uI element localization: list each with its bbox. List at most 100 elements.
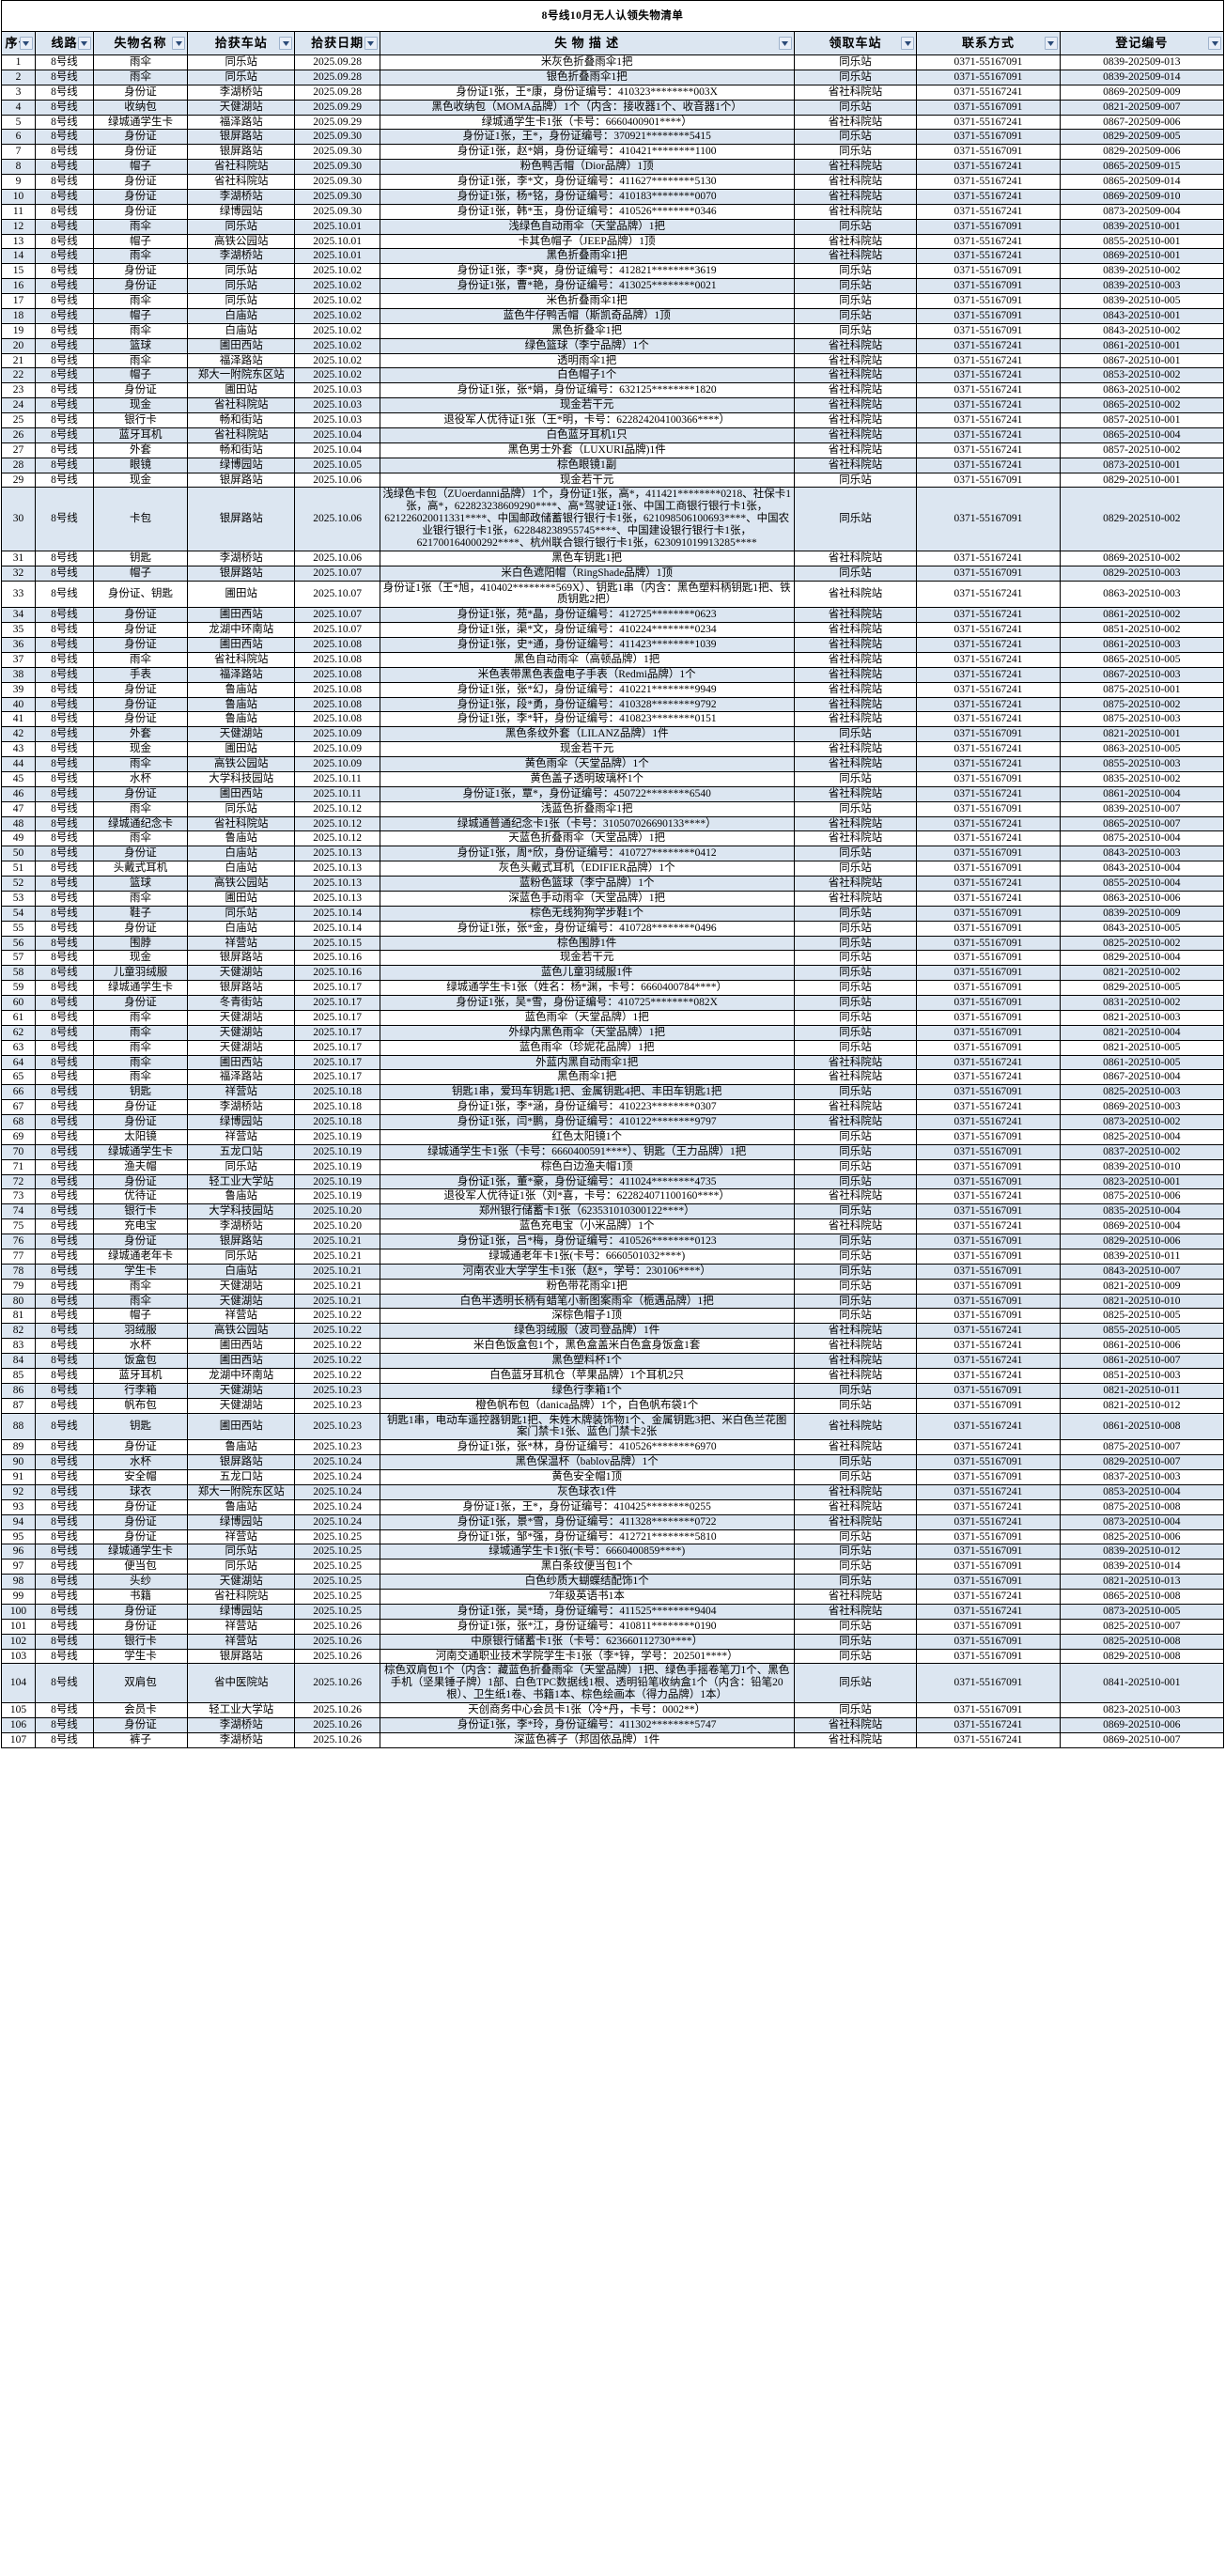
cell-name[interactable]: 绿城通老年卡 [92,1248,189,1265]
cell-found[interactable]: 李湖桥站 [187,1218,296,1234]
cell-claim[interactable]: 省社科院站 [793,890,918,907]
cell-reg[interactable]: 0823-202510-003 [1059,1702,1225,1718]
cell-reg[interactable]: 0863-202510-003 [1059,580,1225,609]
cell-desc[interactable]: 蓝色雨伞（天堂品牌）1把 [379,1009,795,1026]
cell-name[interactable]: 雨伞 [92,890,189,907]
cell-desc[interactable]: 透明雨伞1把 [379,352,795,369]
cell-claim[interactable]: 省社科院站 [793,442,918,458]
cell-seq[interactable]: 24 [1,397,36,413]
cell-date[interactable]: 2025.10.05 [294,457,380,473]
cell-line[interactable]: 8号线 [34,1716,94,1733]
table-row[interactable]: 49 8号线 雨伞 鲁庙站 2025.10.12 天蓝色折叠雨伞（天堂品牌）1把 省社科院站… [1,830,1225,847]
table-row[interactable]: 11 8号线 身份证 绿博园站 2025.09.30 身份证1张，韩*玉，身份证编号：41… [1,203,1225,220]
cell-seq[interactable]: 70 [1,1143,36,1160]
cell-found[interactable]: 天健湖站 [187,1574,296,1590]
cell-claim[interactable]: 省社科院站 [793,412,918,428]
cell-date[interactable]: 2025.10.07 [294,580,380,609]
cell-desc[interactable]: 身份证1张，韩*玉，身份证编号：410526********0346 [379,203,795,220]
cell-reg[interactable]: 0857-202510-002 [1059,442,1225,458]
cell-desc[interactable]: 身份证1张，曹*艳，身份证编号：413025********0021 [379,278,795,294]
cell-found[interactable]: 李湖桥站 [187,1716,296,1733]
cell-date[interactable]: 2025.10.21 [294,1293,380,1310]
cell-desc[interactable]: 灰色球衣1件 [379,1483,795,1500]
cell-reg[interactable]: 0851-202510-002 [1059,622,1225,638]
cell-found[interactable]: 祥营站 [187,1308,296,1325]
cell-line[interactable]: 8号线 [34,995,94,1011]
cell-line[interactable]: 8号线 [34,293,94,309]
cell-phone[interactable]: 0371-55167241 [916,114,1061,131]
cell-reg[interactable]: 0839-202510-005 [1059,293,1225,309]
cell-reg[interactable]: 0839-202509-014 [1059,69,1225,85]
cell-claim[interactable]: 同乐站 [793,144,918,161]
cell-desc[interactable]: 身份证1张，周*欣，身份证编号：410727********0412 [379,846,795,862]
cell-name[interactable]: 水杯 [92,1454,189,1470]
cell-date[interactable]: 2025.10.22 [294,1367,380,1384]
cell-line[interactable]: 8号线 [34,681,94,698]
cell-phone[interactable]: 0371-55167241 [916,1603,1061,1620]
cell-claim[interactable]: 省社科院站 [793,382,918,399]
cell-found[interactable]: 圃田站 [187,890,296,907]
cell-line[interactable]: 8号线 [34,1293,94,1310]
cell-line[interactable]: 8号线 [34,1382,94,1399]
cell-line[interactable]: 8号线 [34,144,94,161]
cell-reg[interactable]: 0837-202510-003 [1059,1469,1225,1485]
cell-reg[interactable]: 0863-202510-002 [1059,382,1225,399]
cell-seq[interactable]: 90 [1,1454,36,1470]
cell-found[interactable]: 银屏路站 [187,1234,296,1249]
table-row[interactable]: 105 8号线 会员卡 轻工业大学站 2025.10.26 天创商务中心会员卡1张（冷*丹… [1,1702,1225,1718]
cell-line[interactable]: 8号线 [34,1024,94,1041]
cell-line[interactable]: 8号线 [34,1559,94,1575]
cell-line[interactable]: 8号线 [34,935,94,952]
cell-seq[interactable]: 56 [1,935,36,952]
cell-seq[interactable]: 7 [1,144,36,161]
cell-date[interactable]: 2025.10.02 [294,307,380,324]
cell-found[interactable]: 天健湖站 [187,1024,296,1041]
table-row[interactable]: 58 8号线 儿童羽绒服 天健湖站 2025.10.16 蓝色儿童羽绒服1件 同乐站 0371… [1,965,1225,982]
cell-date[interactable]: 2025.10.08 [294,681,380,698]
cell-desc[interactable]: 红色太阳镜1个 [379,1128,795,1145]
column-header-phone[interactable]: 联系方式 [916,31,1061,55]
cell-line[interactable]: 8号线 [34,1234,94,1249]
cell-reg[interactable]: 0851-202510-003 [1059,1367,1225,1384]
cell-phone[interactable]: 0371-55167241 [916,651,1061,668]
cell-seq[interactable]: 77 [1,1248,36,1265]
cell-reg[interactable]: 0843-202510-007 [1059,1263,1225,1280]
cell-claim[interactable]: 同乐站 [793,846,918,862]
table-row[interactable]: 2 8号线 雨伞 同乐站 2025.09.28 银色折叠雨伞1把 同乐站 0371-55167… [1,69,1225,85]
cell-phone[interactable]: 0371-55167091 [916,293,1061,309]
table-row[interactable]: 86 8号线 行李箱 天健湖站 2025.10.23 绿色行李箱1个 同乐站 0371-551… [1,1382,1225,1399]
cell-name[interactable]: 行李箱 [92,1382,189,1399]
cell-seq[interactable]: 6 [1,129,36,146]
cell-reg[interactable]: 0825-202510-004 [1059,1128,1225,1145]
cell-claim[interactable]: 同乐站 [793,1084,918,1101]
cell-seq[interactable]: 67 [1,1099,36,1115]
cell-phone[interactable]: 0371-55167241 [916,1589,1061,1605]
cell-date[interactable]: 2025.10.22 [294,1338,380,1354]
cell-date[interactable]: 2025.10.20 [294,1203,380,1220]
table-row[interactable]: 74 8号线 银行卡 大学科技园站 2025.10.20 郑州银行储蓄卡1张（623531… [1,1203,1225,1220]
cell-date[interactable]: 2025.10.26 [294,1663,380,1703]
cell-reg[interactable]: 0843-202510-004 [1059,861,1225,877]
table-row[interactable]: 53 8号线 雨伞 圃田站 2025.10.13 深蓝色手动雨伞（天堂品牌）1把 省社科院站… [1,890,1225,907]
cell-claim[interactable]: 省社科院站 [793,876,918,892]
cell-date[interactable]: 2025.10.19 [294,1158,380,1175]
cell-reg[interactable]: 0869-202510-004 [1059,1218,1225,1234]
cell-claim[interactable]: 同乐站 [793,1203,918,1220]
cell-line[interactable]: 8号线 [34,174,94,190]
cell-line[interactable]: 8号线 [34,1412,94,1441]
cell-desc[interactable]: 身份证1张，李*爽，身份证编号：412821********3619 [379,263,795,280]
cell-claim[interactable]: 同乐站 [793,950,918,967]
cell-seq[interactable]: 74 [1,1203,36,1220]
cell-claim[interactable]: 同乐站 [793,1039,918,1056]
cell-claim[interactable]: 省社科院站 [793,1188,918,1205]
cell-found[interactable]: 银屏路站 [187,144,296,161]
table-row[interactable]: 39 8号线 身份证 鲁庙站 2025.10.08 身份证1张，张*幻，身份证编号：410… [1,681,1225,698]
cell-phone[interactable]: 0371-55167091 [916,1293,1061,1310]
table-row[interactable]: 48 8号线 绿城通纪念卡 省社科院站 2025.10.12 绿城通普通纪念卡1张（卡号：… [1,815,1225,832]
cell-date[interactable]: 2025.10.26 [294,1618,380,1635]
cell-found[interactable]: 银屏路站 [187,950,296,967]
cell-line[interactable]: 8号线 [34,1633,94,1650]
cell-claim[interactable]: 同乐站 [793,1293,918,1310]
cell-line[interactable]: 8号线 [34,1454,94,1470]
cell-name[interactable]: 绿城通学生卡 [92,1143,189,1160]
